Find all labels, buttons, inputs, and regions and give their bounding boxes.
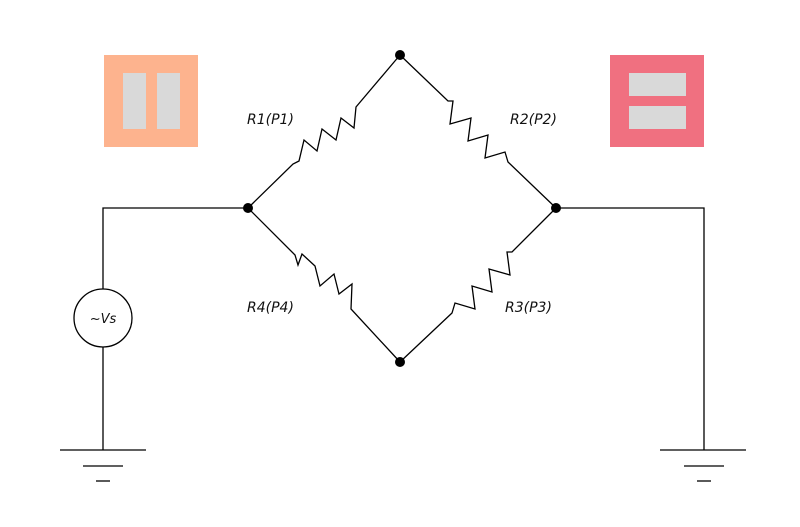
vertical-strips-pad-icon — [104, 55, 198, 147]
ac-source-icon: ~Vs — [73, 288, 133, 348]
label-r4: R4(P4) — [247, 300, 294, 316]
ground-icon — [660, 449, 746, 482]
right-pad-strip — [629, 73, 686, 96]
right-pad-strip — [629, 106, 686, 129]
node-right — [551, 203, 561, 213]
horizontal-strips-pad-icon — [610, 55, 704, 147]
left-pad-strip — [157, 73, 180, 129]
left-pad-background — [104, 55, 198, 147]
wire-right — [556, 207, 705, 450]
resistor-r3 — [399, 207, 557, 363]
node-left — [243, 203, 253, 213]
wire-left — [102, 207, 248, 289]
resistor-r4 — [247, 207, 401, 363]
resistor-r2 — [399, 54, 557, 209]
source-label: ~Vs — [90, 312, 117, 327]
node-bottom — [395, 357, 405, 367]
label-r1: R1(P1) — [247, 112, 294, 128]
label-r2: R2(P2) — [510, 112, 557, 128]
ground-icon — [60, 449, 146, 482]
node-top — [395, 50, 405, 60]
resistor-r1 — [247, 54, 401, 209]
label-r3: R3(P3) — [505, 300, 552, 316]
right-pad-background — [610, 55, 704, 147]
left-pad-strip — [123, 73, 146, 129]
